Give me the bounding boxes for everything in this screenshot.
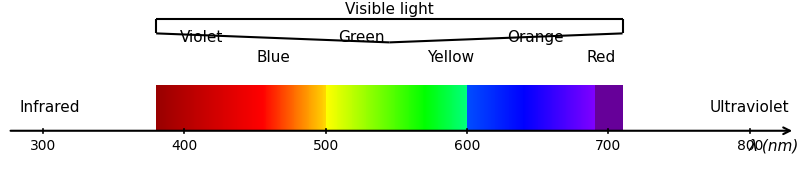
Text: Infrared: Infrared	[20, 100, 81, 115]
Text: Yellow: Yellow	[427, 50, 474, 65]
Text: Visible light: Visible light	[345, 2, 433, 17]
Text: Green: Green	[338, 30, 384, 45]
Text: Orange: Orange	[507, 30, 563, 45]
Text: 400: 400	[171, 139, 198, 153]
Text: 600: 600	[454, 139, 480, 153]
Text: 800: 800	[737, 139, 763, 153]
Text: Blue: Blue	[257, 50, 291, 65]
Text: 700: 700	[596, 139, 621, 153]
Text: Ultraviolet: Ultraviolet	[710, 100, 789, 115]
Text: 300: 300	[30, 139, 56, 153]
Text: Red: Red	[587, 50, 616, 65]
Text: λ (nm): λ (nm)	[749, 138, 799, 153]
Text: Violet: Violet	[180, 30, 223, 45]
Text: 500: 500	[312, 139, 339, 153]
